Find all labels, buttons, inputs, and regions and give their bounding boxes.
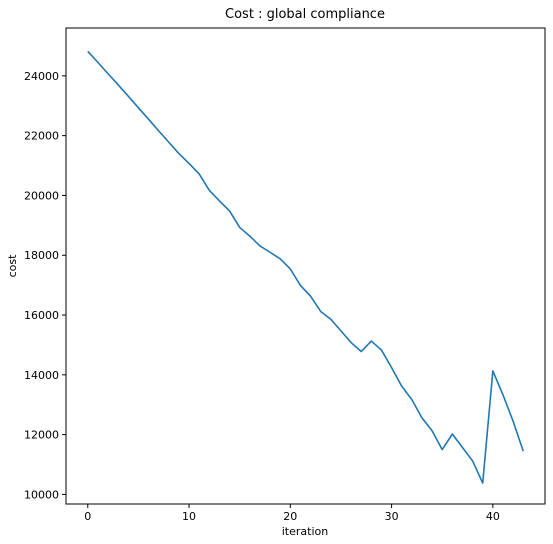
y-tick-label: 10000 xyxy=(24,488,59,501)
y-tick-label: 24000 xyxy=(24,70,59,83)
x-tick-label: 0 xyxy=(84,510,91,523)
x-tick-label: 40 xyxy=(486,510,500,523)
y-tick-label: 12000 xyxy=(24,429,59,442)
plot-area xyxy=(65,27,546,505)
x-tick-label: 10 xyxy=(182,510,196,523)
y-tick-label: 16000 xyxy=(24,309,59,322)
y-tick-label: 14000 xyxy=(24,369,59,382)
y-tick-label: 22000 xyxy=(24,130,59,143)
x-tick-label: 30 xyxy=(385,510,399,523)
axes-frame xyxy=(65,27,546,505)
y-tick-label: 20000 xyxy=(24,189,59,202)
x-tick-label: 20 xyxy=(283,510,297,523)
y-axis-ticks: 10000 12000 14000 16000 18000 20000 22000 24000 xyxy=(24,70,66,501)
series-line-0 xyxy=(87,50,524,484)
chart-title: Cost : global compliance xyxy=(225,7,385,22)
y-axis-label: cost xyxy=(6,254,19,278)
x-axis-label: iteration xyxy=(282,525,328,538)
x-axis-ticks: 0 10 20 30 40 xyxy=(84,504,500,523)
y-tick-label: 18000 xyxy=(24,249,59,262)
